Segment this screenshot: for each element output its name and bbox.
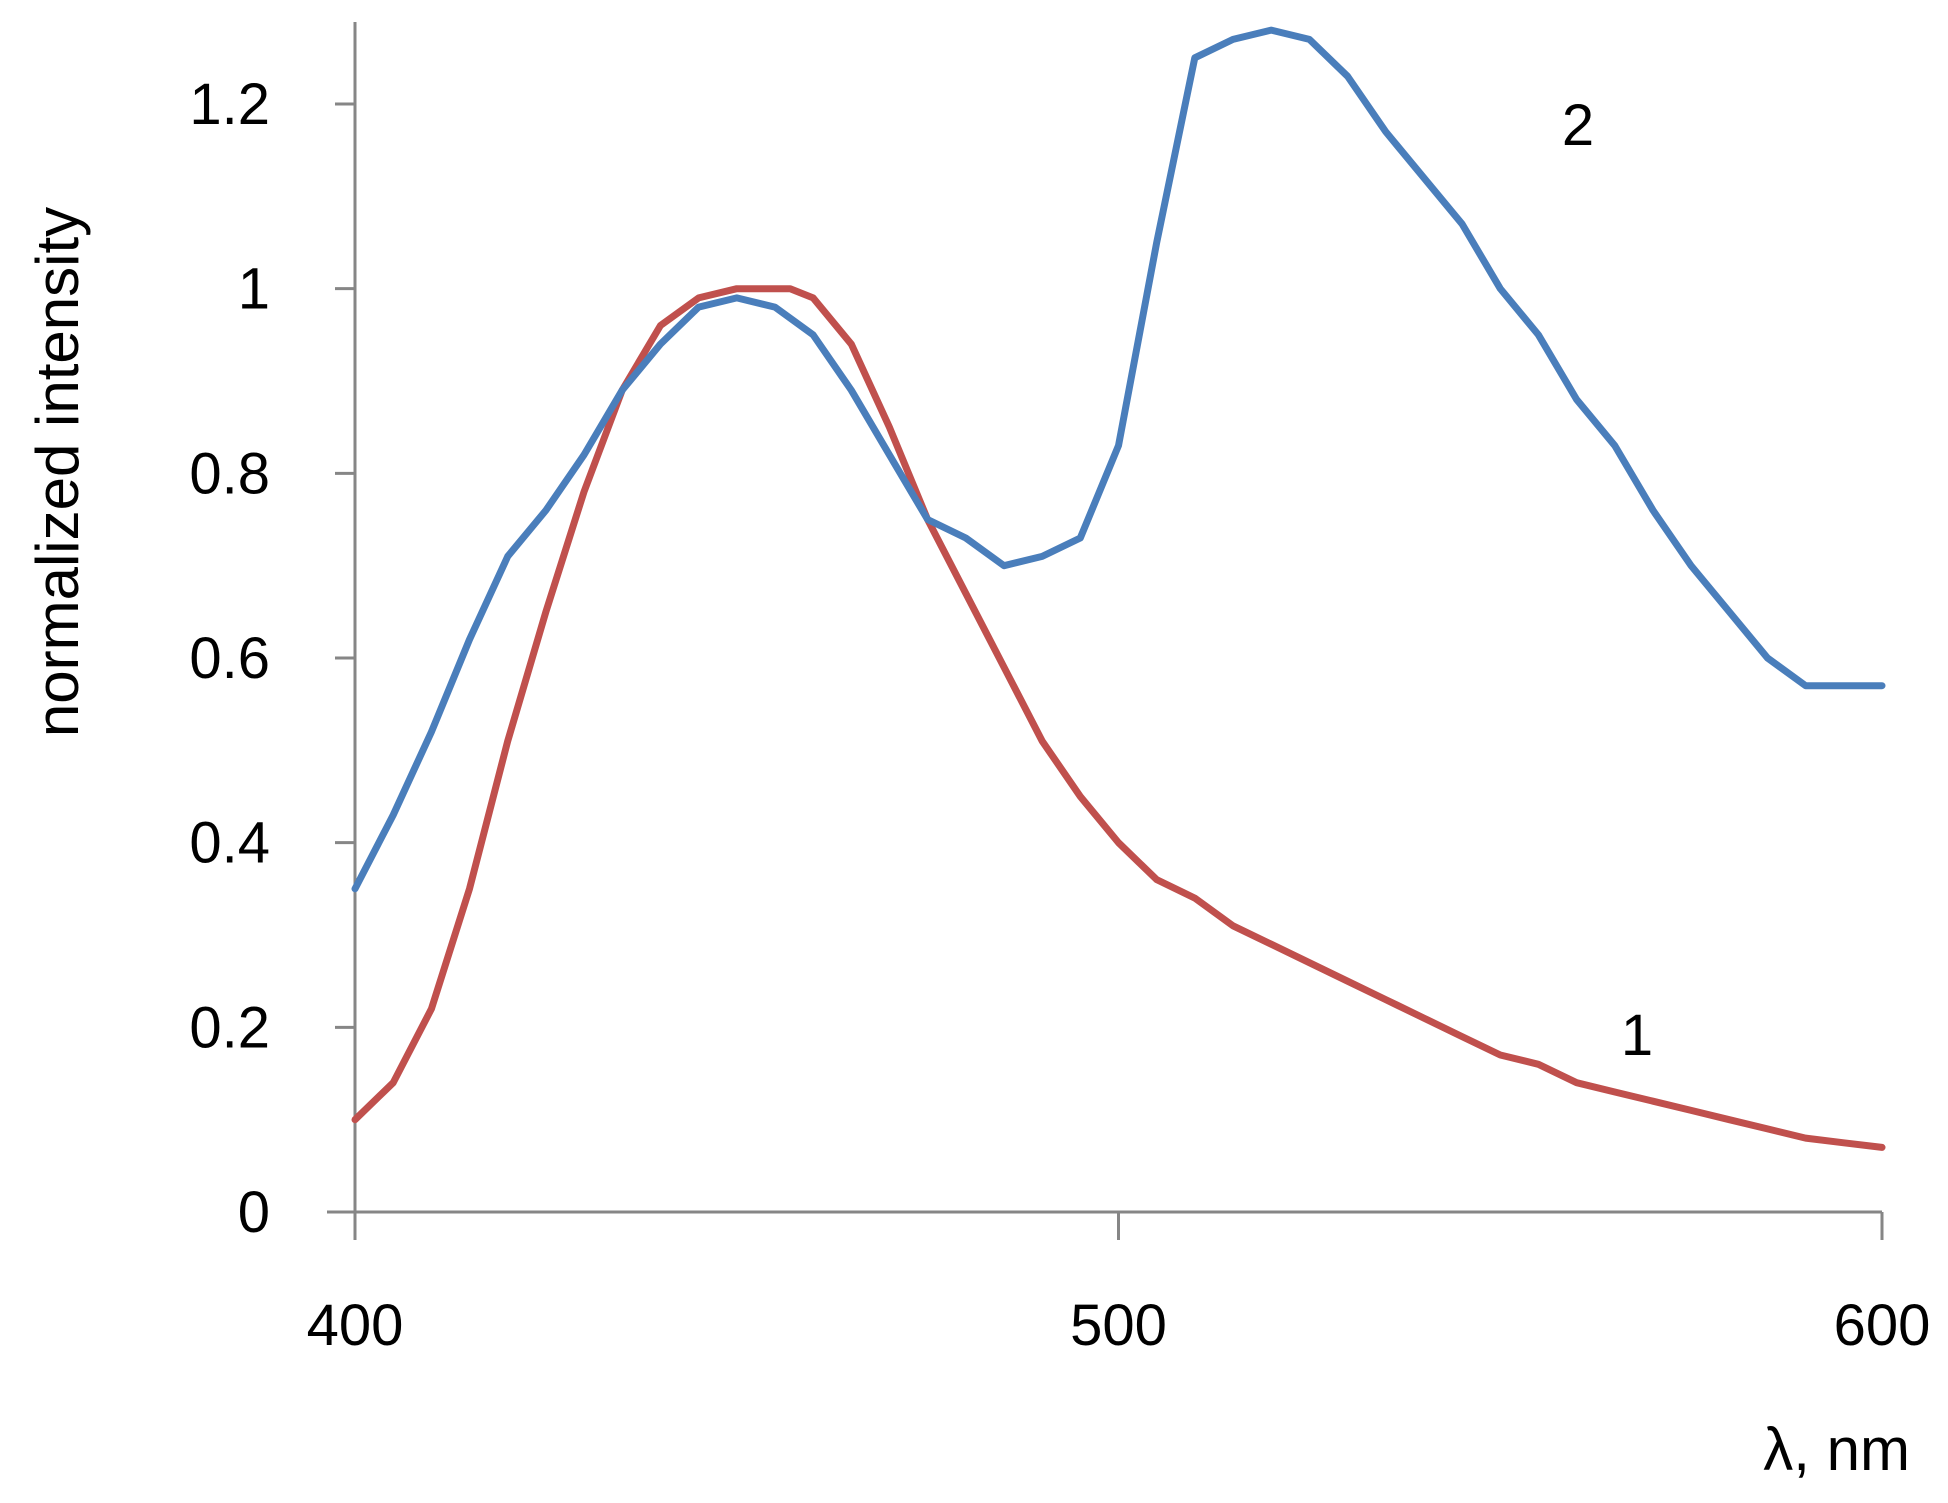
y-tick-label: 0.6 (189, 626, 270, 691)
axes (327, 22, 1882, 1214)
x-tick-labels: 400 500 600 (307, 1293, 1931, 1358)
y-axis-label: normalized intensity (24, 207, 91, 737)
series-group (351, 26, 1886, 1151)
x-tick-label: 500 (1070, 1293, 1167, 1358)
series-2-line (351, 26, 1886, 893)
y-tick-labels: 0 0.2 0.4 0.6 0.8 1 1.2 (189, 72, 270, 1245)
tick-marks (335, 102, 1884, 1240)
y-tick-label: 0 (238, 1180, 270, 1245)
y-tick-label: 0.8 (189, 441, 270, 506)
x-tick-label: 400 (307, 1293, 404, 1358)
series-1-label: 1 (1621, 1003, 1653, 1068)
y-tick-label: 1.2 (189, 72, 270, 137)
series-2-label: 2 (1562, 93, 1594, 158)
x-tick-label: 600 (1834, 1293, 1931, 1358)
x-axis-label: λ, nm (1763, 1416, 1910, 1483)
y-tick-label: 0.4 (189, 811, 270, 876)
y-tick-label: 0.2 (189, 995, 270, 1060)
y-tick-label: 1 (238, 257, 270, 322)
